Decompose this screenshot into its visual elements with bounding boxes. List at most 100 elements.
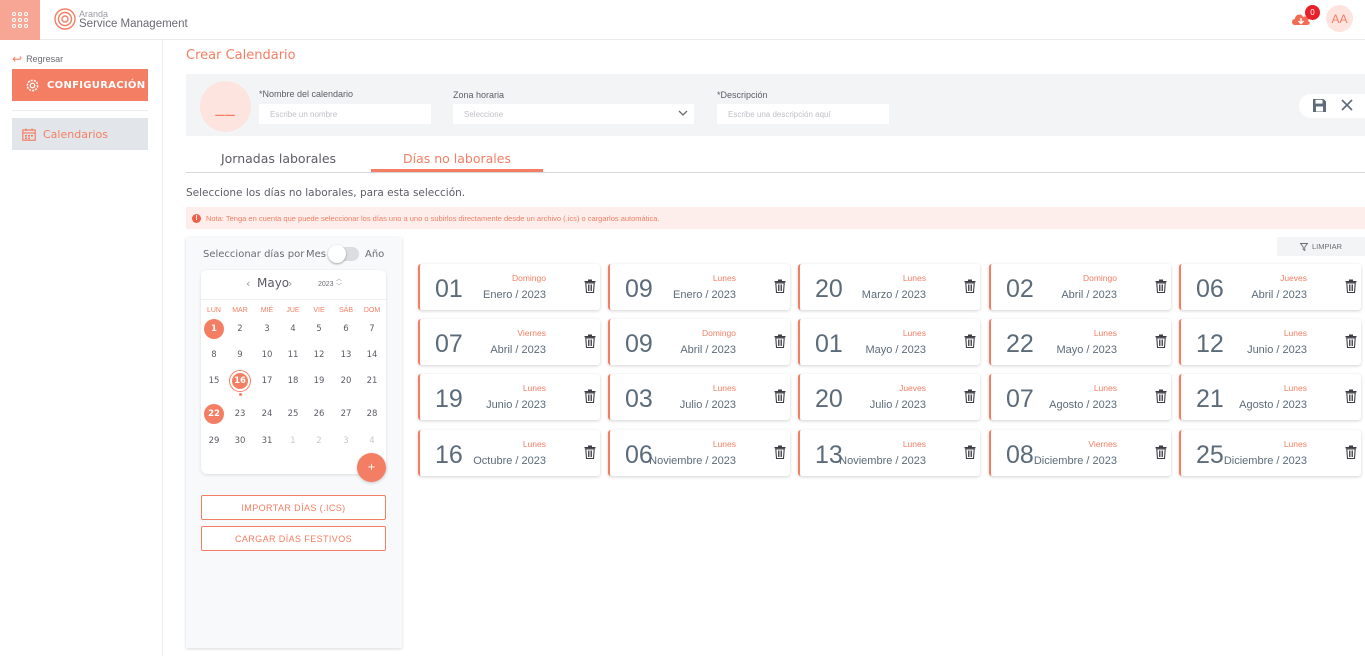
calendar-day[interactable]: 11	[280, 344, 306, 366]
calendar-day[interactable]: 2	[306, 430, 332, 452]
calendar-day[interactable]: 24	[254, 403, 280, 425]
calendar-day[interactable]: 31	[254, 430, 280, 452]
calendar-day[interactable]: 25	[280, 403, 306, 425]
calendar-icon	[22, 128, 36, 141]
trash-icon[interactable]	[1155, 389, 1167, 403]
calendar-day[interactable]: 17	[254, 370, 280, 392]
import-ics-button[interactable]: IMPORTAR DÍAS (.ICS)	[201, 495, 386, 520]
calendar-day[interactable]: 16	[227, 370, 253, 392]
description-field[interactable]: Escribe una descripción aquí	[717, 104, 889, 124]
trash-icon[interactable]	[584, 334, 596, 348]
calendar-day[interactable]: 26	[306, 403, 332, 425]
calendar-day[interactable]: 18	[280, 370, 306, 392]
trash-icon[interactable]	[964, 445, 976, 459]
trash-icon[interactable]	[774, 334, 786, 348]
trash-icon[interactable]	[964, 279, 976, 293]
month-year-toggle[interactable]	[328, 245, 359, 263]
calendar-day-number: 4	[290, 324, 296, 334]
trash-icon[interactable]	[1155, 445, 1167, 459]
year-spinner-icon[interactable]: ︿ ﹀	[336, 276, 343, 290]
clear-label: LIMPIAR	[1311, 242, 1342, 251]
day-number: 25	[1196, 441, 1224, 469]
calendar-day[interactable]: 1	[201, 318, 227, 340]
tabs-underline	[186, 172, 1365, 173]
load-holidays-button[interactable]: CARGAR DÍAS FESTIVOS	[201, 526, 386, 551]
month-year-label: Mayo / 2023	[1056, 344, 1117, 356]
tab-working-days[interactable]: Jornadas laborales	[220, 150, 337, 166]
calendar-day[interactable]: 27	[333, 403, 359, 425]
calendar-day[interactable]: 3	[254, 318, 280, 340]
trash-icon[interactable]	[1345, 445, 1357, 459]
tab-non-working-days[interactable]: Días no laborales	[403, 150, 511, 166]
calendar-day[interactable]: 29	[201, 430, 227, 452]
trash-icon[interactable]	[964, 334, 976, 348]
name-field[interactable]: Escribe un nombre	[259, 104, 431, 124]
calendar-day[interactable]: 21	[359, 370, 385, 392]
timezone-select[interactable]: Seleccione	[453, 104, 694, 124]
add-day-button[interactable]: +	[357, 453, 386, 482]
trash-icon[interactable]	[1345, 334, 1357, 348]
calendar-day-number: 27	[340, 409, 352, 419]
user-avatar[interactable]: AA	[1326, 5, 1353, 32]
next-month-icon[interactable]: ›	[288, 277, 293, 290]
sidebar-item-calendars[interactable]: Calendarios	[12, 118, 148, 150]
calendar-day[interactable]: 4	[280, 318, 306, 340]
calendar-day[interactable]: 14	[359, 344, 385, 366]
calendar-day[interactable]: 4	[359, 430, 385, 452]
configuration-button[interactable]: CONFIGURACIÓN	[12, 69, 148, 101]
calendar-day[interactable]: 9	[227, 344, 253, 366]
calendar-day[interactable]: 13	[333, 344, 359, 366]
weekday-label: Viernes	[1088, 439, 1117, 449]
configuration-label: CONFIGURACIÓN	[47, 79, 146, 91]
calendar-day[interactable]: 22	[201, 403, 227, 425]
calendar-day-number: 2	[237, 324, 243, 334]
trash-icon[interactable]	[774, 445, 786, 459]
calendar-day[interactable]: 19	[306, 370, 332, 392]
month-year-label: Julio / 2023	[869, 399, 926, 411]
apps-menu-button[interactable]	[0, 0, 40, 40]
calendar-day-number: 13	[340, 350, 352, 360]
trash-icon[interactable]	[1155, 334, 1167, 348]
calendar-day[interactable]: 6	[333, 318, 359, 340]
trash-icon[interactable]	[964, 389, 976, 403]
trash-icon[interactable]	[1155, 279, 1167, 293]
calendar-day[interactable]: 1	[280, 430, 306, 452]
calendar-day[interactable]: 10	[254, 344, 280, 366]
prev-month-icon[interactable]: ‹	[246, 277, 251, 290]
year-label[interactable]: 2023	[318, 281, 334, 288]
day-number: 07	[435, 330, 463, 358]
trash-icon[interactable]	[584, 445, 596, 459]
save-icon[interactable]	[1312, 98, 1327, 113]
calendar-day-number: 2	[316, 436, 322, 446]
calendar-day[interactable]: 28	[359, 403, 385, 425]
non-working-day-card: 20 Jueves Julio / 2023	[798, 374, 980, 420]
trash-icon[interactable]	[584, 279, 596, 293]
calendar-day[interactable]: 12	[306, 344, 332, 366]
clear-filter-button[interactable]: LIMPIAR	[1277, 237, 1365, 256]
weekday-label: Domingo	[1082, 273, 1117, 283]
calendar-day[interactable]: 3	[333, 430, 359, 452]
trash-icon[interactable]	[774, 389, 786, 403]
calendar-day[interactable]: 30	[227, 430, 253, 452]
trash-icon[interactable]	[774, 279, 786, 293]
month-label[interactable]: Mayo	[257, 276, 290, 290]
calendar-day[interactable]: 2	[227, 318, 253, 340]
calendar-day[interactable]: 23	[227, 403, 253, 425]
calendar-day[interactable]: 5	[306, 318, 332, 340]
calendar-day[interactable]: 20	[333, 370, 359, 392]
trash-icon[interactable]	[584, 389, 596, 403]
calendar-day[interactable]: 15	[201, 370, 227, 392]
info-icon: !	[192, 213, 201, 223]
calendar-day-number: 29	[208, 436, 220, 446]
calendar-day[interactable]: 8	[201, 344, 227, 366]
calendar-day[interactable]: 7	[359, 318, 385, 340]
cloud-download-icon[interactable]	[1290, 9, 1312, 29]
trash-icon[interactable]	[1345, 389, 1357, 403]
trash-icon[interactable]	[1345, 279, 1357, 293]
back-link[interactable]: ↩ Regresar	[12, 52, 63, 66]
today-marker	[239, 393, 242, 396]
calendar-day-number: 18	[287, 376, 299, 386]
calendar-day-number: 15	[208, 376, 220, 386]
close-icon[interactable]	[1340, 98, 1354, 112]
note-banner: ! Nota: Tenga en cuenta que puede selecc…	[186, 207, 1365, 229]
